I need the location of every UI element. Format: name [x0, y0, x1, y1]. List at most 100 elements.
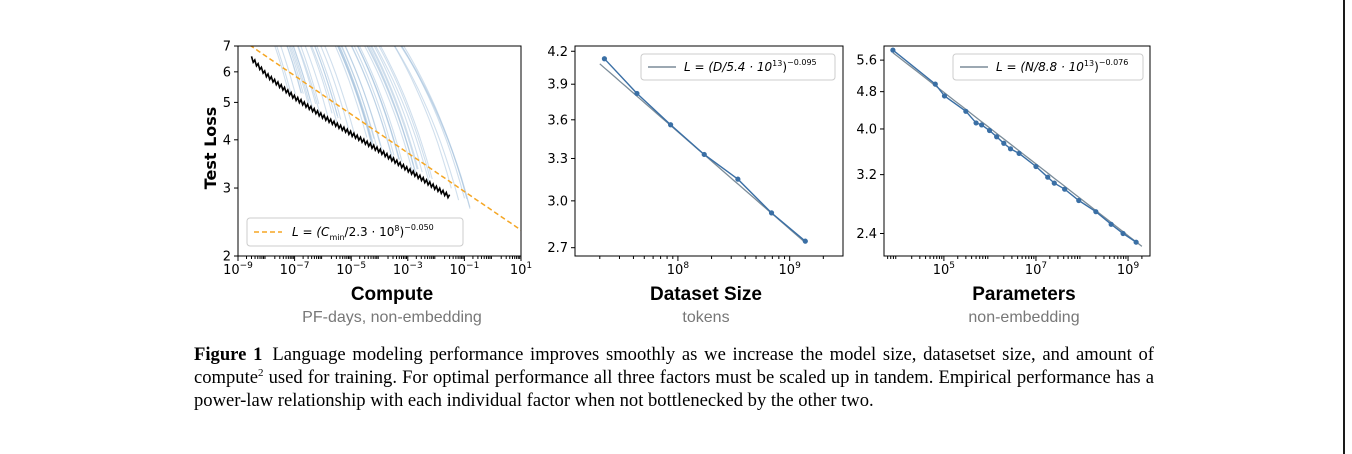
data-point: [1133, 239, 1139, 245]
y-tick-label: 4.2: [547, 45, 568, 60]
caption-text-2: used for training. For optimal performan…: [194, 367, 1154, 411]
x-tick-base: 10: [449, 263, 466, 278]
data-point: [802, 238, 808, 244]
training-curve: [358, 46, 403, 162]
training-curve: [344, 46, 383, 151]
compute-axes-frame: [237, 45, 522, 257]
y-tick-label: 3.6: [547, 113, 568, 128]
training-curve: [379, 46, 433, 180]
x-tick-label: 10−5: [336, 261, 366, 278]
data-point: [1093, 209, 1099, 215]
data-point: [768, 210, 775, 216]
y-tick-label: 4: [223, 133, 231, 148]
x-tick-exp: 8: [683, 261, 689, 271]
frontier-line: [250, 56, 451, 200]
training-curve: [276, 46, 292, 93]
parameters-x-axis-title: Parameters: [972, 284, 1076, 305]
data-point: [634, 90, 640, 97]
compute-legend-label: L = (Cmin/2.3 · 108)−0.050: [292, 223, 434, 242]
data-point: [1062, 186, 1068, 192]
y-tick-label: 2.7: [547, 241, 568, 256]
x-tick-base: 10: [779, 263, 796, 278]
data-point: [979, 122, 985, 128]
x-tick-label: 10−3: [393, 261, 423, 278]
x-tick-exp: 7: [1041, 261, 1047, 271]
training-curve: [353, 46, 395, 156]
training-curve: [400, 46, 466, 199]
training-curve: [320, 46, 349, 129]
training-curve: [340, 46, 378, 147]
x-tick-label: 10−7: [280, 261, 310, 278]
x-tick-label: 10−1: [449, 261, 479, 278]
data-point: [973, 120, 979, 126]
y-tick-label: 7: [223, 40, 231, 55]
training-curve: [350, 46, 394, 160]
x-tick-base: 10: [933, 263, 950, 278]
y-tick-label: 6: [223, 65, 231, 80]
x-tick-exp: 1: [526, 261, 532, 271]
training-curve: [311, 46, 338, 123]
dataset-axes-frame: [574, 45, 844, 257]
y-tick-label: 2.4: [856, 227, 877, 242]
legend-box: [952, 53, 1144, 81]
x-tick-exp: 5: [949, 261, 955, 271]
plot-content: [890, 47, 1143, 247]
x-tick-base: 10: [280, 263, 297, 278]
compute-legend: L = (Cmin/2.3 · 108)−0.050: [246, 217, 464, 247]
training-curve: [314, 46, 338, 117]
y-tick-label: 3.0: [547, 194, 568, 209]
x-tick-label: 101: [510, 261, 532, 278]
figure-caption: Figure 1 Language modeling performance im…: [194, 343, 1154, 412]
x-tick-base: 10: [667, 263, 684, 278]
data-point: [1007, 146, 1014, 152]
training-curve: [371, 46, 419, 170]
series-line: [603, 58, 806, 242]
data-point: [1033, 163, 1039, 170]
dataset-x-axis-title: Dataset Size: [650, 284, 762, 305]
x-tick-exp: −7: [296, 261, 309, 271]
data-point: [890, 47, 896, 53]
parameters-legend-label: L = (N/8.8 · 1013)−0.076: [996, 58, 1128, 74]
training-curve: [304, 46, 329, 116]
x-tick-base: 10: [1117, 263, 1134, 278]
training-curve: [337, 46, 371, 141]
training-curve: [394, 46, 460, 201]
fit-line: [892, 52, 1143, 247]
training-curve: [368, 46, 414, 165]
legend-box: [640, 53, 836, 81]
x-tick-exp: −1: [466, 261, 479, 271]
data-point: [941, 93, 948, 99]
data-point: [986, 127, 993, 134]
x-tick-base: 10: [1025, 263, 1042, 278]
training-curve: [357, 46, 400, 160]
dataset-x-axis-subtitle: tokens: [682, 309, 729, 326]
x-tick-exp: 9: [1133, 261, 1139, 271]
dataset-plot-area: [599, 56, 808, 244]
data-point: [963, 108, 969, 114]
caption-footnote-mark: 2: [258, 366, 264, 379]
x-tick-base: 10: [510, 263, 527, 278]
data-point: [735, 176, 741, 182]
compute-plot-area: [249, 46, 521, 231]
x-tick-base: 10: [223, 263, 240, 278]
x-tick-exp: −5: [353, 261, 366, 271]
x-tick-exp: −9: [240, 261, 254, 271]
parameters-x-axis-subtitle: non-embedding: [968, 309, 1079, 326]
page-edge-rule: [1343, 0, 1345, 454]
plot-content: [599, 56, 808, 244]
x-tick-base: 10: [336, 263, 353, 278]
compute-y-axis-label: Test Loss: [201, 107, 220, 190]
training-curve: [297, 46, 321, 115]
data-point: [601, 56, 608, 62]
y-tick-label: 2: [223, 250, 231, 265]
plot-content: [249, 46, 521, 231]
dataset-legend-label: L = (D/5.4 · 1013)−0.095: [684, 58, 817, 74]
data-point: [1001, 140, 1007, 146]
x-tick-label: 10−9: [223, 261, 253, 278]
training-curve: [338, 46, 374, 143]
x-tick-exp: 9: [795, 261, 801, 271]
